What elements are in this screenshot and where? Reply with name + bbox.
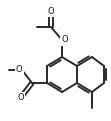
Text: O: O	[48, 7, 54, 16]
Text: O: O	[61, 35, 68, 45]
Text: O: O	[18, 93, 24, 102]
Text: O: O	[16, 65, 23, 75]
